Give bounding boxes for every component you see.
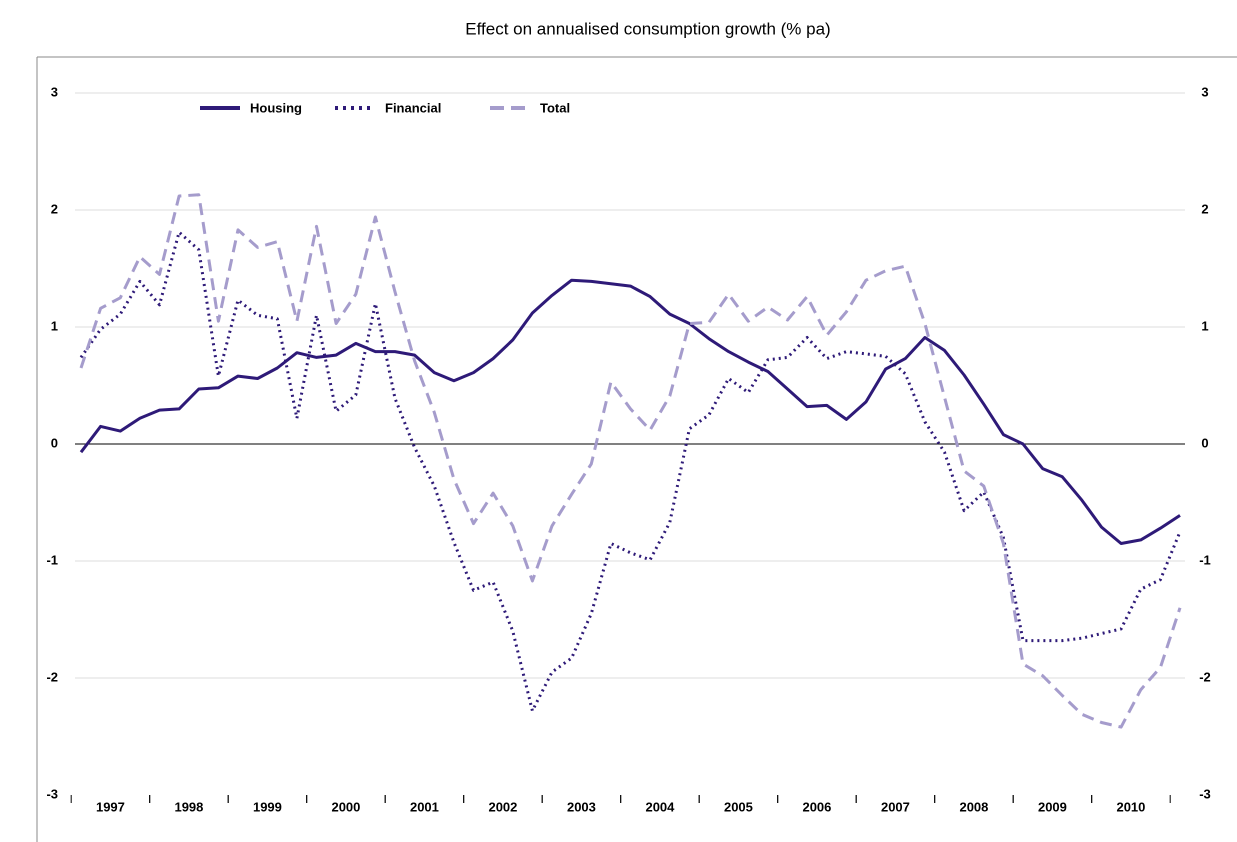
y2-tick-label: 2 [1201, 201, 1208, 216]
y2-tick-label: 0 [1201, 435, 1208, 450]
x-tick-label: 2006 [802, 799, 831, 814]
y2-tick-label: -1 [1199, 552, 1211, 567]
legend-label: Total [540, 100, 570, 115]
y2-tick-label: -3 [1199, 786, 1211, 801]
legend-label: Financial [385, 100, 441, 115]
x-tick-label: 1997 [96, 799, 125, 814]
y-tick-label: -1 [46, 552, 58, 567]
y-tick-label: -2 [46, 669, 58, 684]
series-line [79, 230, 1182, 713]
x-tick-label: 2002 [488, 799, 517, 814]
legend-label: Housing [250, 100, 302, 115]
series-line [79, 193, 1182, 729]
x-tick-label: 2005 [724, 799, 753, 814]
y-tick-label: 2 [51, 201, 58, 216]
y-tick-label: 3 [51, 84, 58, 99]
x-tick-label: 2008 [959, 799, 988, 814]
x-tick-label: 1998 [174, 799, 203, 814]
y-tick-label: 1 [51, 318, 58, 333]
x-tick-label: 2003 [567, 799, 596, 814]
x-tick-label: 2001 [410, 799, 439, 814]
y2-tick-label: 3 [1201, 84, 1208, 99]
x-tick-label: 2010 [1116, 799, 1145, 814]
y2-tick-label: -2 [1199, 669, 1211, 684]
x-tick-label: 2007 [881, 799, 910, 814]
y-tick-label: 0 [51, 435, 58, 450]
y2-tick-label: 1 [1201, 318, 1208, 333]
x-tick-label: 2004 [645, 799, 675, 814]
x-tick-label: 2000 [331, 799, 360, 814]
series-line [79, 278, 1181, 545]
chart-title: Effect on annualised consumption growth … [465, 19, 830, 38]
y-tick-label: -3 [46, 786, 58, 801]
x-tick-label: 2009 [1038, 799, 1067, 814]
x-tick-label: 1999 [253, 799, 282, 814]
